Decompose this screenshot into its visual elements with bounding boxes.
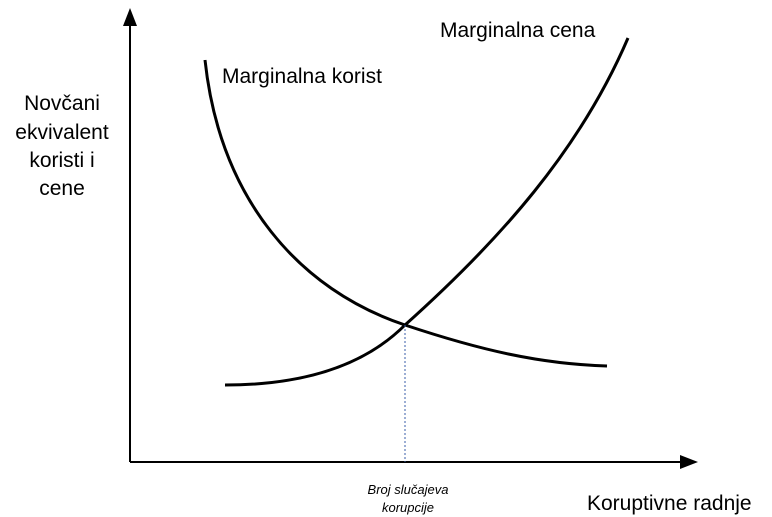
y-axis-label: cene: [39, 177, 85, 200]
benefit-curve-label: Marginalna korist: [222, 65, 382, 88]
y-axis-label: Novčani: [24, 92, 100, 115]
equilibrium-label: korupcije: [382, 500, 434, 515]
x-axis-label: Koruptivne radnje: [587, 492, 752, 515]
y-axis-arrow: [123, 8, 137, 26]
cost-curve: [224, 37, 630, 387]
benefit-curve: [203, 59, 608, 368]
cost-curve-label: Marginalna cena: [440, 19, 596, 42]
x-axis-arrow: [680, 455, 698, 469]
equilibrium-label: Broj slučajeva: [368, 482, 449, 497]
y-axis-label: ekvivalent: [15, 121, 109, 144]
y-axis-label: koristi i: [29, 149, 94, 172]
